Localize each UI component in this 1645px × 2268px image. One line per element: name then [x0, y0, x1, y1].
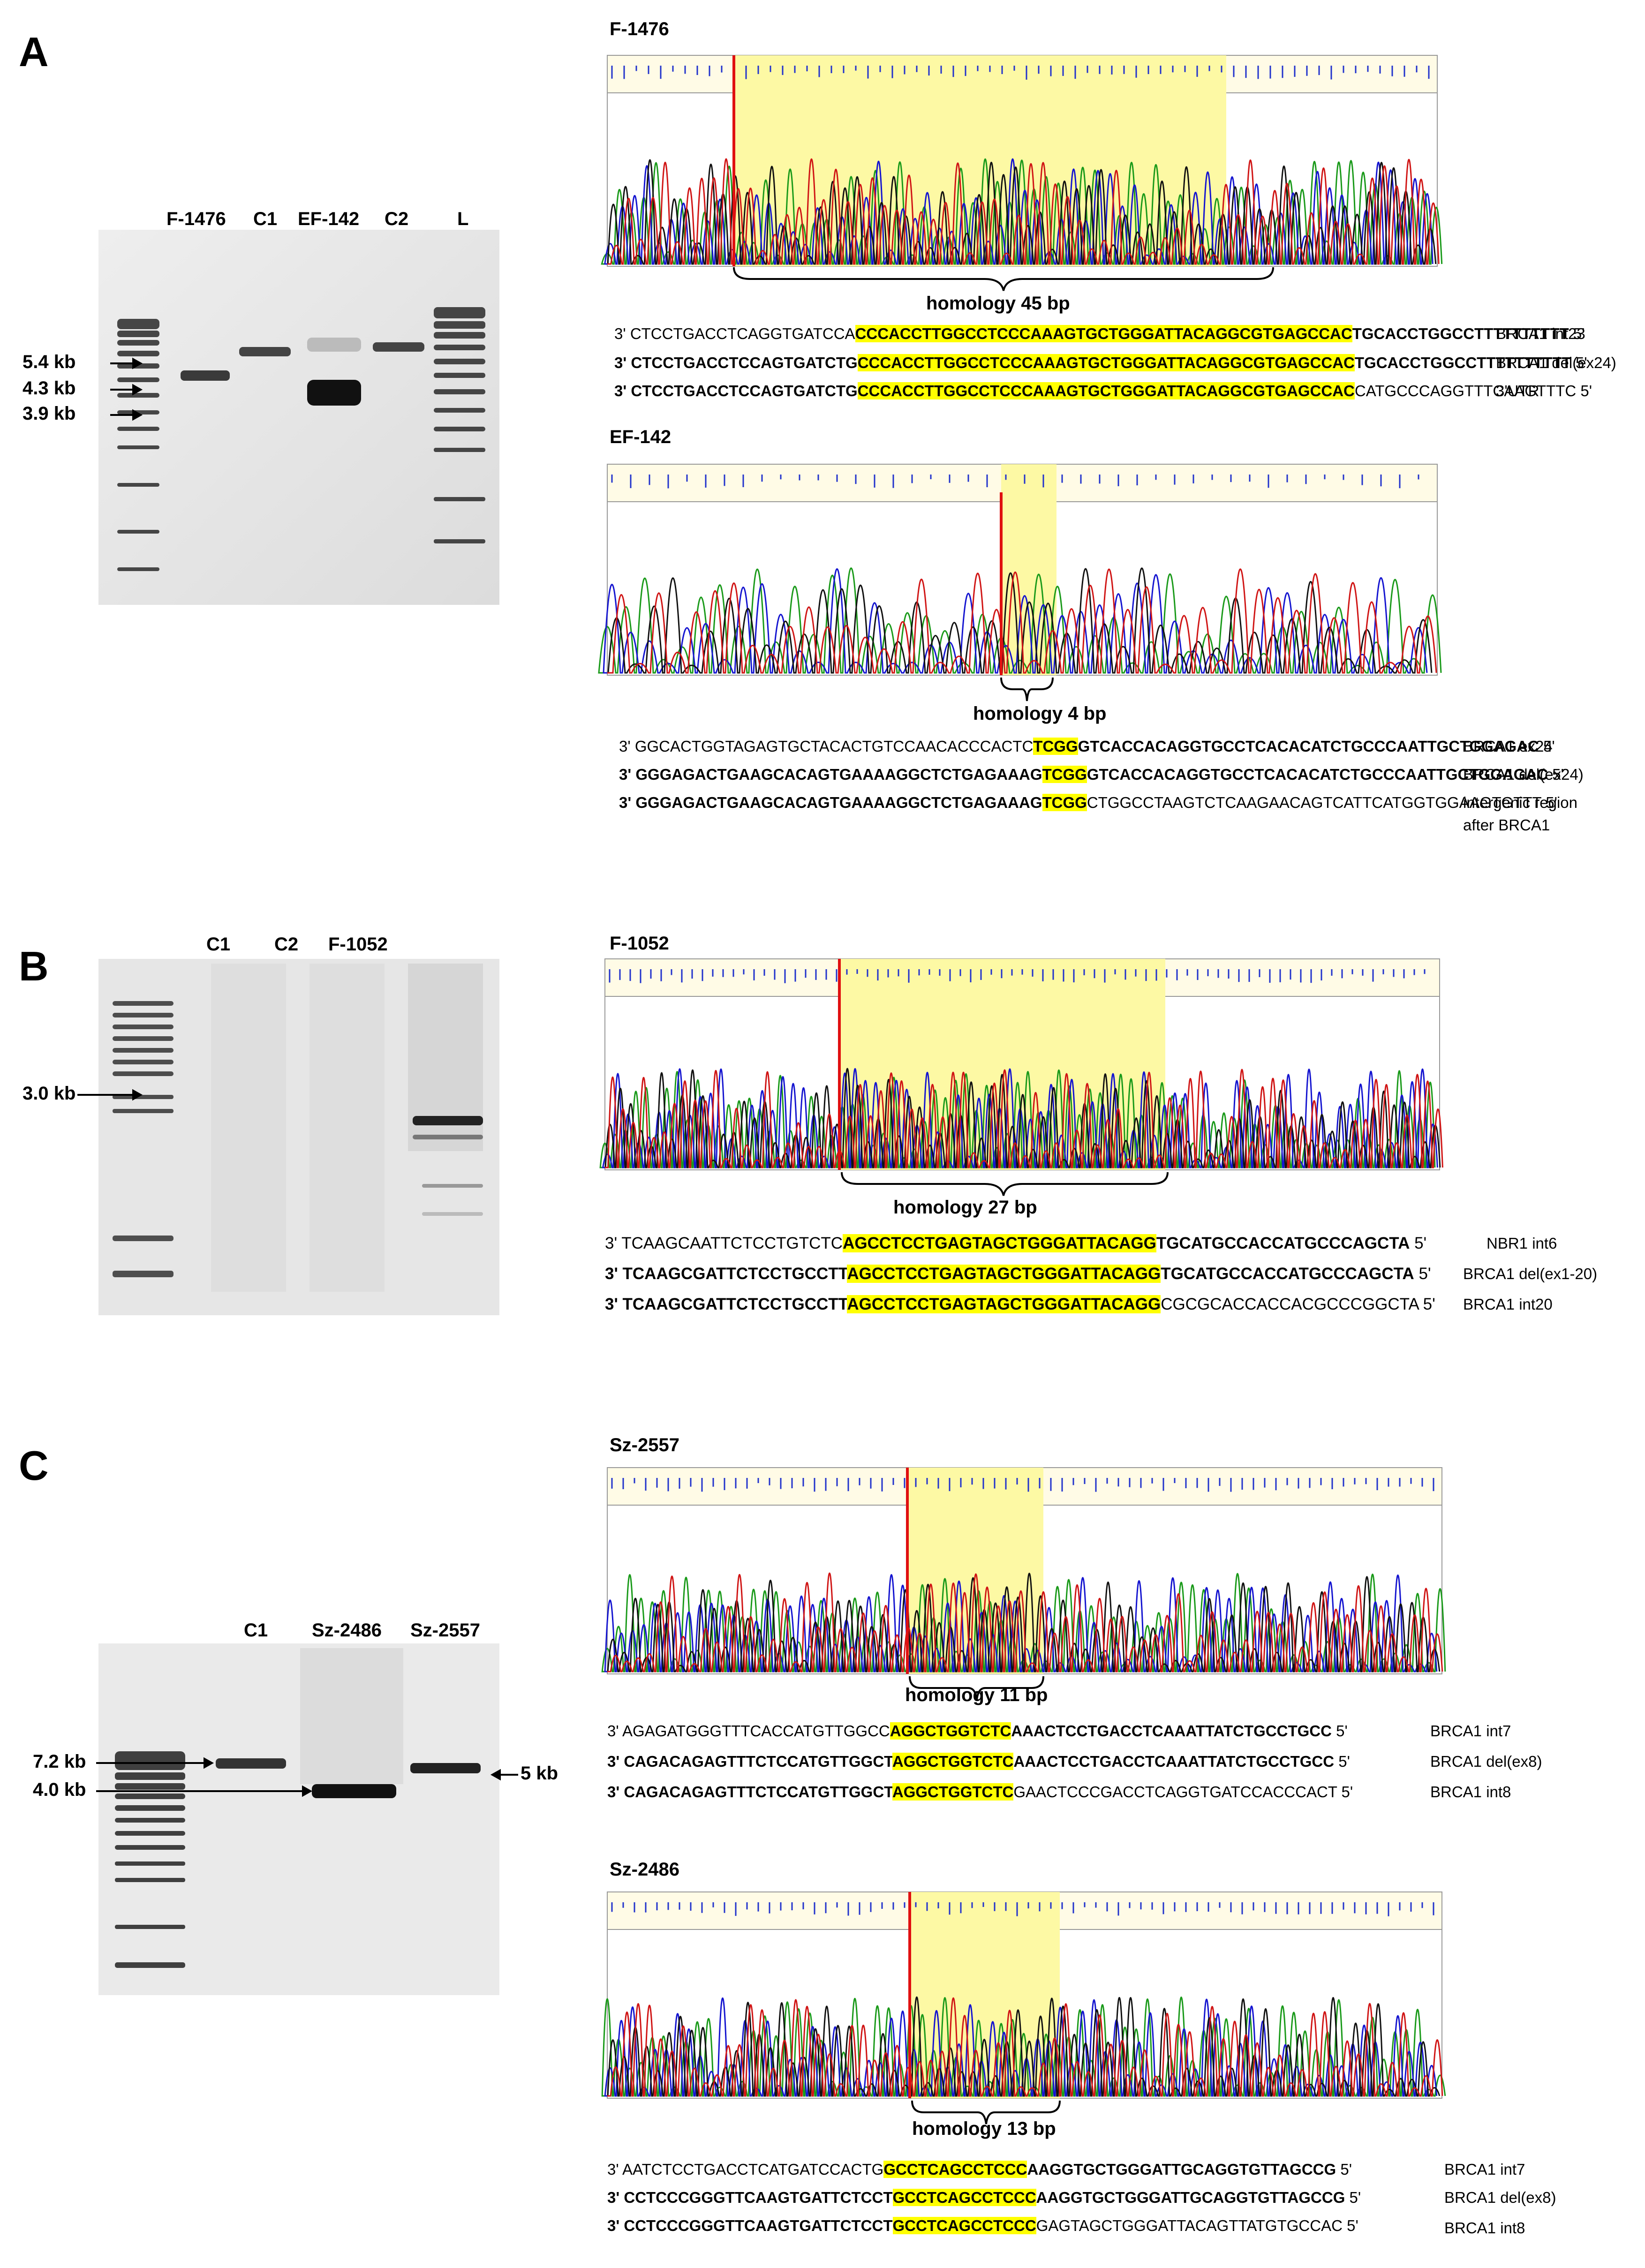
sequence-label: 3'UTR: [1496, 382, 1539, 399]
homology-brace: [911, 2100, 1061, 2125]
chromatogram-ef142: [598, 464, 1442, 676]
lane-label: C1: [244, 1620, 268, 1641]
lane-label: Sz-2557: [410, 1620, 480, 1641]
sequence-label: NBR1 int6: [1487, 1235, 1557, 1252]
homology-label: homology 45 bp: [926, 293, 1070, 314]
size-label: 4.3 kb: [23, 378, 76, 399]
sequence-label: BRCA1 del(ex1-20): [1463, 1265, 1598, 1282]
sequence-label: BRCA1 int20: [1463, 1296, 1553, 1313]
sequence-row: 3' CCTCCCGGGTTCAAGTGATTCTCCTGCCTCAGCCTCC…: [607, 2189, 1361, 2206]
sequence-label: BRCA1 int7: [1430, 1722, 1511, 1740]
size-arrows-a: [110, 357, 143, 421]
size-label: 5 kb: [521, 1763, 558, 1784]
lane-label: C2: [385, 209, 409, 229]
trace-title: Sz-2486: [610, 1859, 679, 1880]
panel-letter-b: B: [19, 943, 49, 989]
homology-label: homology 11 bp: [905, 1685, 1048, 1705]
sequence-row: 3' CTCCTGACCTCCAGTGATCTGCCCACCTTGGCCTCCC…: [614, 354, 1587, 371]
chromatogram-trace: [602, 1068, 1438, 1168]
sequence-row: 3' AATCTCCTGACCTCATGATCCACTGGCCTCAGCCTCC…: [607, 2161, 1352, 2178]
homology-label: homology 13 bp: [912, 2118, 1056, 2139]
chromatogram-f1476: [601, 55, 1443, 267]
sequence-row: 3' CAGACAGAGTTTCTCCATGTTGGCTAGGCTGGTCTCG…: [607, 1783, 1353, 1801]
chromatogram-trace: [607, 1996, 1441, 2097]
homology-brace: [841, 1172, 1169, 1196]
homology-brace: [733, 267, 1274, 291]
lane-label: Sz-2486: [312, 1620, 382, 1641]
chromatogram-trace: [607, 568, 1437, 674]
sequence-label: BRCA1 int7: [1444, 2161, 1525, 2178]
trace-title: F-1476: [610, 19, 669, 39]
gel-image-a: [98, 230, 499, 605]
sequence-row: 3' AGAGATGGGTTTCACCATGTTGGCCAGGCTGGTCTCA…: [607, 1722, 1348, 1740]
lane-label: C1: [206, 934, 231, 955]
gel-bands-c: [98, 1643, 499, 1995]
sequence-row: 3' CCTCCCGGGTTCAAGTGATTCTCCTGCCTCAGCCTCC…: [607, 2217, 1358, 2234]
size-label: 5.4 kb: [23, 352, 76, 372]
size-label: 7.2 kb: [33, 1751, 86, 1772]
sequence-row: 3' CTCCTGACCTCCAGTGATCTGCCCACCTTGGCCTCCC…: [614, 382, 1592, 399]
size-label: 3.9 kb: [23, 403, 76, 424]
sequence-row: 3' GGGAGACTGAAGCACAGTGAAAAGGCTCTGAGAAAGT…: [619, 794, 1557, 811]
homology-label: homology 4 bp: [973, 703, 1107, 724]
size-label: 3.0 kb: [23, 1083, 76, 1104]
sequence-label: BRCA1 del(ex8): [1444, 2189, 1556, 2206]
sequence-row: 3' TCAAGCGATTCTCCTGCCTTAGCCTCCTGAGTAGCTG…: [605, 1295, 1435, 1313]
gel-bands-b: [98, 959, 499, 1315]
sequence-row: 3' CAGACAGAGTTTCTCCATGTTGGCTAGGCTGGTCTCA…: [607, 1753, 1350, 1770]
chromatogram-trace: [607, 1573, 1441, 1673]
sequence-label: BRCA1 int8: [1430, 1783, 1511, 1801]
trace-title: Sz-2557: [610, 1435, 679, 1455]
lane-label: F-1476: [166, 209, 226, 229]
gel-image-c: [98, 1643, 499, 1995]
sequence-row: 3' TCAAGCGATTCTCCTGCCTTAGCCTCCTGAGTAGCTG…: [605, 1265, 1431, 1283]
chromatogram-trace: [604, 1997, 1438, 2097]
chromatogram-trace: [605, 1069, 1443, 1168]
panel-letter-c: C: [19, 1442, 49, 1489]
gel-bands-a: [98, 230, 499, 605]
homology-label: homology 27 bp: [893, 1197, 1037, 1218]
lane-label: EF-142: [298, 209, 360, 229]
sequence-label: BRCA1 ex24: [1463, 738, 1553, 755]
sequence-label-cont: after BRCA1: [1463, 816, 1550, 834]
trace-title: F-1052: [610, 933, 669, 954]
chromatogram-trace: [599, 1069, 1436, 1168]
size-label: 4.0 kb: [33, 1779, 86, 1800]
sequence-row: 3' GGCACTGGTAGAGTGCTACACTGTCCAACACCCACTC…: [619, 738, 1555, 755]
sequence-label: BRCA1 del(ex24): [1463, 766, 1584, 783]
sequence-row: 3' CTCCTGACCTCAGGTGATCCACCCACCTTGGCCTCCC…: [614, 325, 1585, 342]
panel-letter-a: A: [19, 29, 49, 75]
chromatogram-trace: [603, 568, 1428, 674]
chromatogram-sz2486: [601, 1891, 1446, 2099]
sequence-row: 3' GGGAGACTGAAGCACAGTGAAAAGGCTCTGAGAAAGT…: [619, 766, 1564, 783]
trace-title: EF-142: [610, 427, 672, 447]
sequence-row: 3' TCAAGCAATTCTCCTGTCTCAGCCTCCTGAGTAGCTG…: [605, 1234, 1427, 1252]
chromatogram-sz2557: [601, 1467, 1446, 1674]
lane-label: L: [457, 209, 469, 229]
chromatogram-trace: [604, 158, 1434, 265]
lane-label: C1: [253, 209, 278, 229]
size-arrows-c: [96, 1757, 518, 1797]
sequence-label: BRCA1 del(ex8): [1430, 1753, 1542, 1770]
chromatogram-trace: [607, 567, 1433, 674]
size-arrows-b: [77, 1089, 143, 1101]
chromatogram-trace: [607, 158, 1440, 265]
sequence-label: BRCA1 del(ex24): [1496, 354, 1616, 371]
sequence-label: BRCA1 int8: [1444, 2219, 1525, 2237]
lane-label: F-1052: [328, 934, 388, 955]
chromatogram-trace: [607, 1572, 1443, 1673]
gel-image-b: [98, 959, 499, 1315]
sequence-label: BRCA1 int23: [1496, 325, 1585, 342]
chromatogram-f1052: [599, 958, 1443, 1170]
homology-brace: [1000, 677, 1054, 701]
lane-label: C2: [274, 934, 299, 955]
chromatogram-trace: [607, 1997, 1443, 2097]
chromatogram-trace: [607, 159, 1437, 265]
sequence-label: intergenic region: [1463, 794, 1577, 811]
chromatogram-trace: [601, 1573, 1446, 1673]
homology-brace: [909, 1676, 1044, 1700]
